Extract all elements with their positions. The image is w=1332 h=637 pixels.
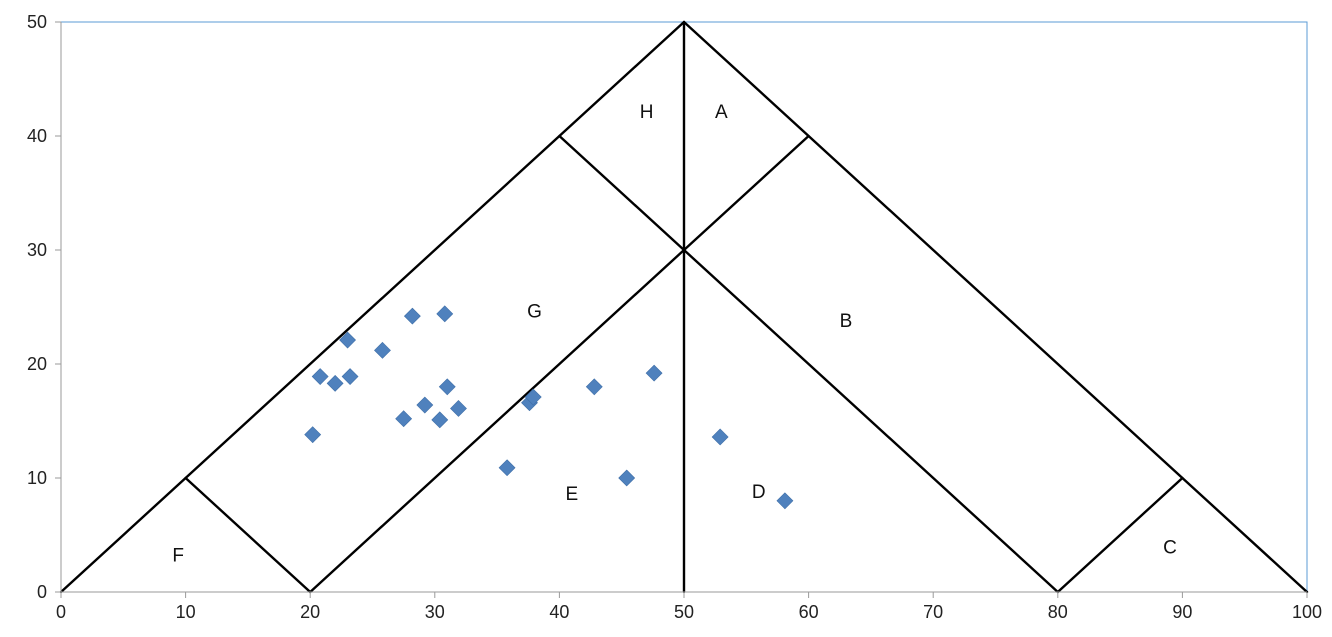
x-tick-label: 40 xyxy=(549,602,569,622)
region-labels: H A G B E D F C xyxy=(172,102,1176,566)
data-point xyxy=(326,374,344,392)
region-boundary-line xyxy=(682,20,1309,594)
data-point xyxy=(403,307,421,325)
data-points xyxy=(304,305,794,510)
region-boundaries xyxy=(59,20,1309,594)
data-point xyxy=(304,426,322,444)
data-point xyxy=(416,396,434,414)
region-boundary-line xyxy=(558,134,686,252)
data-point xyxy=(438,378,456,396)
y-tick-label: 30 xyxy=(27,240,47,260)
region-label-c: C xyxy=(1163,538,1177,559)
data-point xyxy=(585,378,603,396)
x-tick-label: 20 xyxy=(300,602,320,622)
region-label-h: H xyxy=(640,102,654,123)
y-tick-label: 0 xyxy=(37,582,47,602)
data-point xyxy=(776,492,794,510)
y-tick-label: 50 xyxy=(27,12,47,32)
region-boundary-line xyxy=(59,20,686,594)
data-point xyxy=(311,368,329,385)
x-tick-label: 60 xyxy=(799,602,819,622)
x-tick-label: 100 xyxy=(1292,602,1322,622)
x-tick-label: 70 xyxy=(923,602,943,622)
data-point xyxy=(645,364,663,382)
data-point xyxy=(339,331,357,349)
x-tick-label: 90 xyxy=(1172,602,1192,622)
axes: 0 10 20 30 40 50 60 70 80 90 100 0 10 20 30 40 50 xyxy=(27,12,1322,622)
data-point xyxy=(618,469,636,487)
region-label-g: G xyxy=(527,302,542,323)
region-label-d: D xyxy=(752,482,766,503)
region-label-f: F xyxy=(172,546,184,567)
y-tick-label: 40 xyxy=(27,126,47,146)
x-tick-label: 30 xyxy=(425,602,445,622)
region-boundary-line xyxy=(184,476,312,594)
data-point xyxy=(395,410,413,428)
region-boundary-line xyxy=(1056,476,1184,594)
y-tick-label: 20 xyxy=(27,354,47,374)
data-point xyxy=(524,388,542,406)
data-point xyxy=(341,368,359,385)
data-point xyxy=(498,459,516,477)
region-label-e: E xyxy=(566,484,579,505)
region-label-b: B xyxy=(840,311,853,332)
x-tick-label: 0 xyxy=(56,602,66,622)
data-point xyxy=(450,400,467,417)
y-tick-label: 10 xyxy=(27,468,47,488)
data-point xyxy=(436,305,454,323)
x-tick-label: 50 xyxy=(674,602,694,622)
region-boundary-line xyxy=(682,248,1060,594)
x-tick-label: 80 xyxy=(1048,602,1068,622)
data-point xyxy=(711,428,729,446)
region-boundary-line xyxy=(309,248,686,594)
data-point xyxy=(431,411,449,429)
data-point xyxy=(374,341,391,359)
region-boundary-line xyxy=(682,134,810,252)
region-label-a: A xyxy=(715,102,728,123)
x-tick-label: 10 xyxy=(176,602,196,622)
